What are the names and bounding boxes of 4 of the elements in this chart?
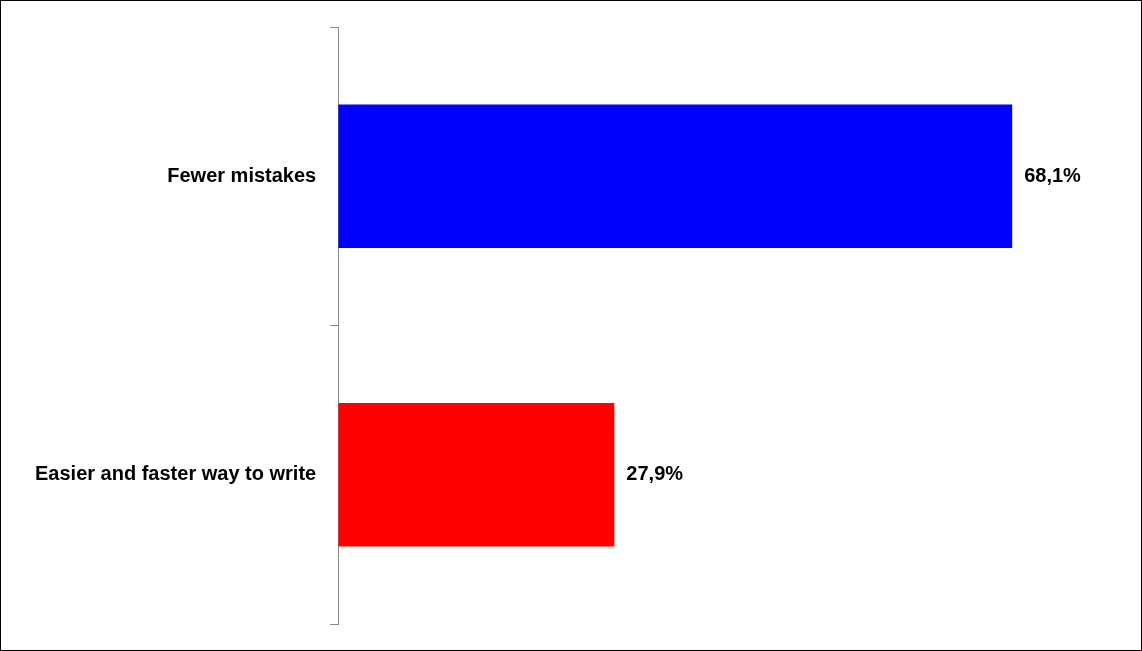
data-label: 68,1%	[1024, 163, 1082, 186]
data-label: 27,9%	[626, 462, 684, 485]
y-tick-label: Easier and faster way to write	[34, 462, 317, 485]
y-tick-label: Fewer mistakes	[167, 163, 317, 186]
